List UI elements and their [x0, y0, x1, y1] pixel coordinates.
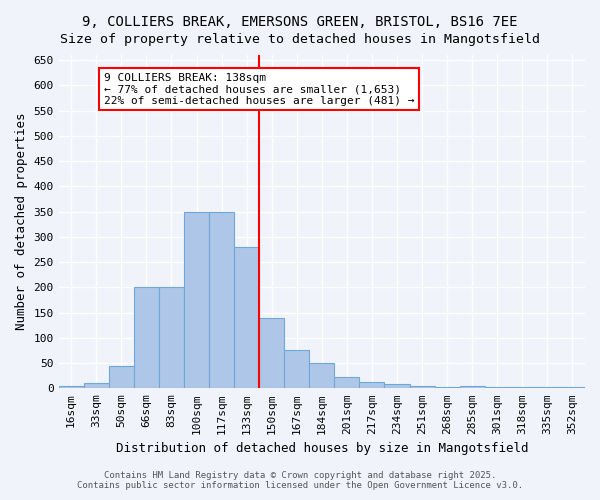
Bar [234, 247, 259, 388]
Bar [284, 350, 310, 389]
Bar [59, 386, 84, 388]
Bar [84, 384, 109, 388]
Bar [485, 387, 510, 388]
Bar [510, 387, 535, 388]
Bar [334, 377, 359, 388]
Bar [109, 366, 134, 388]
Bar [134, 288, 159, 388]
Text: 9 COLLIERS BREAK: 138sqm
← 77% of detached houses are smaller (1,653)
22% of sem: 9 COLLIERS BREAK: 138sqm ← 77% of detach… [104, 72, 414, 106]
Bar [560, 387, 585, 388]
Bar [359, 382, 385, 388]
Bar [535, 387, 560, 388]
Y-axis label: Number of detached properties: Number of detached properties [15, 113, 28, 330]
Bar [184, 212, 209, 388]
Bar [460, 386, 485, 388]
Bar [209, 212, 234, 388]
Bar [434, 387, 460, 388]
Text: Contains HM Land Registry data © Crown copyright and database right 2025.
Contai: Contains HM Land Registry data © Crown c… [77, 470, 523, 490]
Bar [259, 318, 284, 388]
Bar [310, 363, 334, 388]
Text: Size of property relative to detached houses in Mangotsfield: Size of property relative to detached ho… [60, 32, 540, 46]
Bar [410, 386, 434, 388]
Bar [159, 288, 184, 388]
Text: 9, COLLIERS BREAK, EMERSONS GREEN, BRISTOL, BS16 7EE: 9, COLLIERS BREAK, EMERSONS GREEN, BRIST… [82, 15, 518, 29]
Bar [385, 384, 410, 388]
X-axis label: Distribution of detached houses by size in Mangotsfield: Distribution of detached houses by size … [116, 442, 528, 455]
